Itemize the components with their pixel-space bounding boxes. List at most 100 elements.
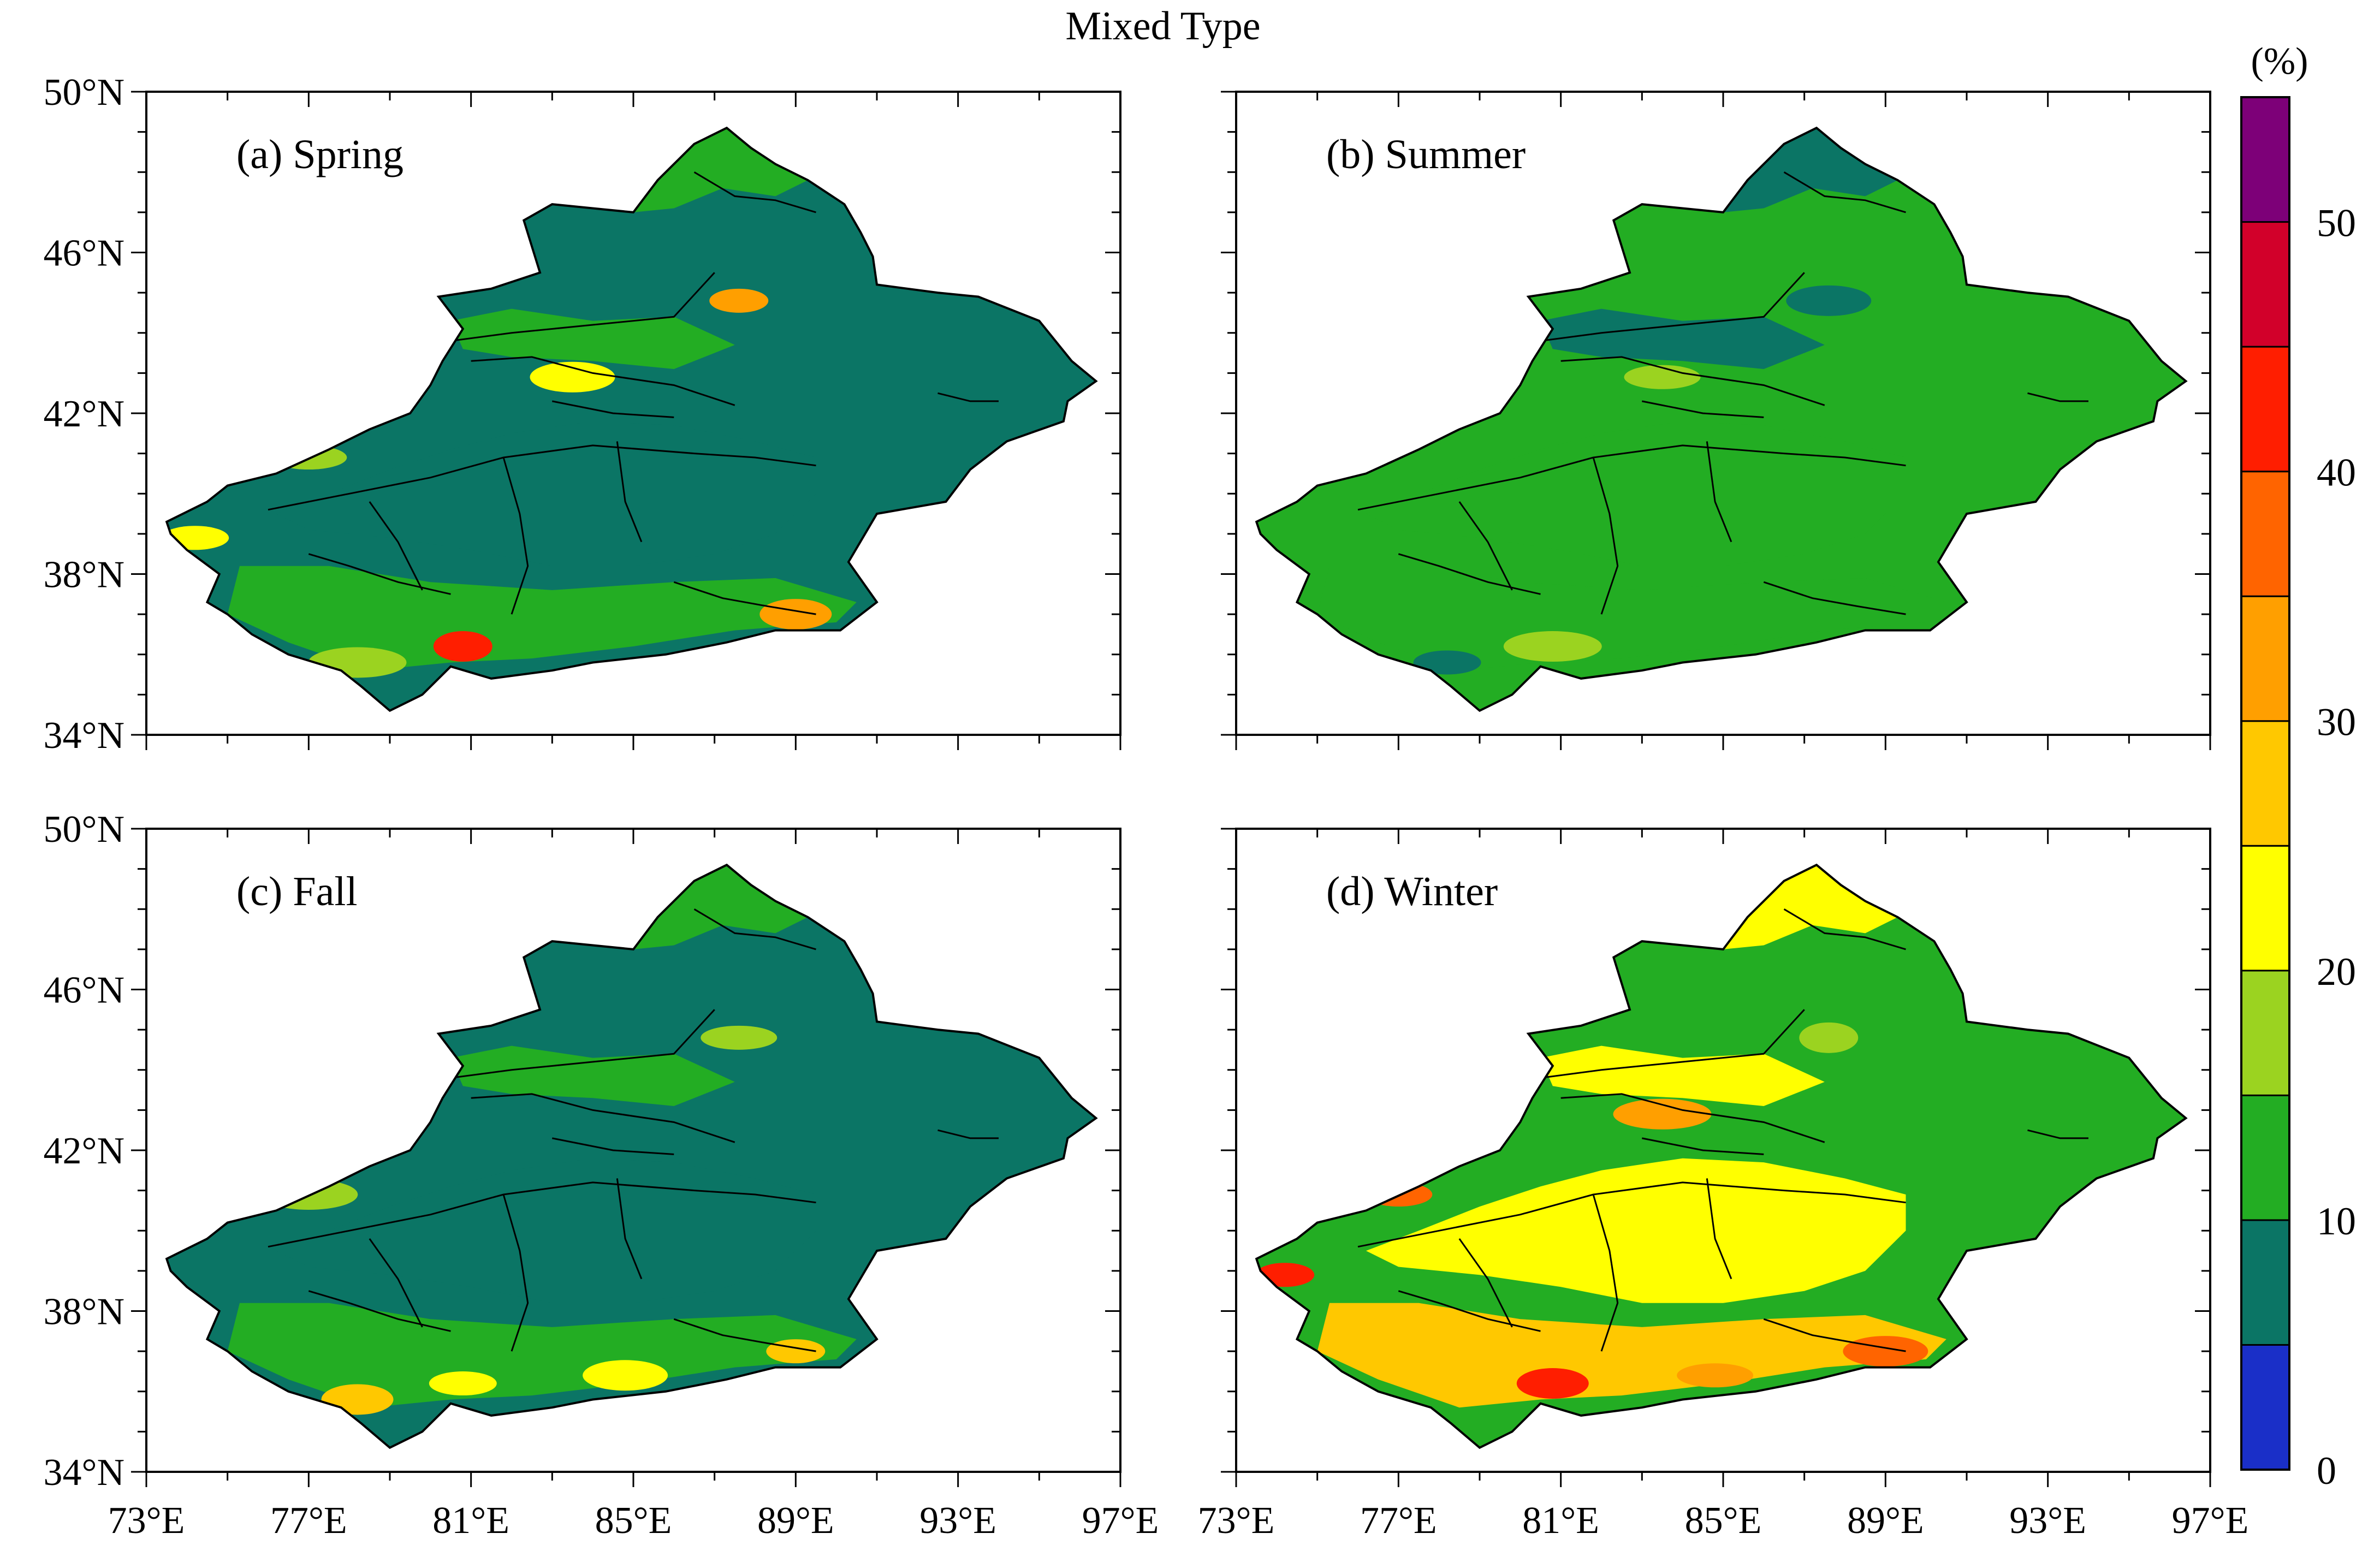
colorbar-tick-label: 10: [2317, 1199, 2356, 1243]
lon-tick-label: 81°E: [1522, 1500, 1599, 1542]
river-line: [1560, 1093, 1825, 1143]
colorbar-tick-label: 50: [2317, 201, 2356, 245]
region-xinjiang-fill: [167, 128, 1096, 711]
lon-tick-label: 77°E: [1360, 1500, 1437, 1542]
hotspot: [308, 647, 407, 678]
hotspot: [270, 445, 347, 470]
river-line: [1357, 444, 1906, 511]
region-border: [1255, 863, 2188, 1449]
river-line: [308, 553, 451, 595]
panel-d: (d) Winter 73°E 77°E 81°E 85°E 89°E 93°E 97°E: [1198, 828, 2249, 1542]
lon-tick-label: 93°E: [919, 1500, 996, 1542]
lon-tick-label: 93°E: [2009, 1500, 2086, 1542]
lat-tick-label: 46°N: [43, 970, 124, 1012]
tianshan-north-band: [1540, 308, 1825, 369]
lon-tick-label: 77°E: [270, 1500, 347, 1542]
tarim-basin-fill: [1366, 421, 1906, 566]
tarim-basin-fill: [276, 1158, 816, 1303]
colorbar-bin: [2240, 970, 2290, 1096]
river-line: [502, 457, 529, 615]
river-line: [1783, 908, 1906, 950]
river-line: [1540, 272, 1805, 342]
colorbar-tick-label: 30: [2317, 700, 2356, 744]
hotspot: [1786, 285, 1872, 316]
tarim-basin-fill: [1366, 1158, 1906, 1303]
river-line: [1592, 457, 1619, 615]
river-line: [268, 1181, 816, 1248]
lon-tick-label: 73°E: [1198, 1500, 1275, 1542]
figure-title: Mixed Type: [1065, 4, 1260, 49]
colorbar-bin: [2240, 1344, 2290, 1471]
river-line: [1783, 171, 1906, 213]
colorbar: (%) 0 10 20 30 40 50: [2240, 40, 2356, 1493]
colorbar-tick-label: 0: [2317, 1449, 2336, 1493]
colorbar-bin: [2240, 221, 2290, 348]
colorbar-bin: [2240, 471, 2290, 597]
river-line: [693, 171, 816, 213]
river-line: [1357, 1181, 1906, 1248]
tarim-basin-fill: [276, 421, 816, 566]
colorbar-bin: [2240, 96, 2290, 223]
river-line: [1540, 1009, 1805, 1079]
panel-label: (c) Fall: [236, 869, 358, 914]
river-line: [268, 444, 816, 511]
river-line: [673, 1318, 816, 1352]
river-line: [369, 501, 423, 591]
colorbar-unit-label: (%): [2251, 40, 2308, 82]
lat-tick-label: 42°N: [43, 1130, 124, 1172]
region-border: [165, 863, 1098, 1449]
river-line: [2027, 1129, 2088, 1139]
lat-tick-label: 46°N: [43, 233, 124, 275]
lat-tick-label: 34°N: [43, 715, 124, 757]
river-line: [693, 908, 816, 950]
panel-label: (d) Winter: [1326, 869, 1498, 914]
colorbar-bin: [2240, 1094, 2290, 1221]
river-line: [937, 1129, 999, 1139]
tianshan-north-band: [450, 308, 735, 369]
altay-band: [1723, 865, 1898, 949]
kunlun-south-band: [1317, 1303, 1946, 1408]
lon-tick-label: 89°E: [757, 1500, 834, 1542]
colorbar-bin: [2240, 346, 2290, 473]
river-line: [1763, 581, 1906, 615]
river-line: [1592, 1194, 1619, 1352]
tianshan-north-band: [450, 1045, 735, 1106]
lon-tick-label: 89°E: [1847, 1500, 1924, 1542]
hotspot: [1843, 1336, 1928, 1367]
hotspot: [1624, 365, 1701, 389]
river-line: [1398, 1290, 1541, 1332]
river-line: [616, 1178, 643, 1280]
altay-band: [633, 128, 808, 212]
river-line: [1763, 1318, 1906, 1352]
hotspot: [437, 634, 488, 659]
river-line: [1642, 400, 1764, 418]
field-shading: [227, 865, 999, 1415]
river-line: [471, 1093, 735, 1143]
river-line: [552, 400, 674, 418]
hotspot: [701, 1025, 777, 1050]
colorbar-tick-label: 20: [2317, 950, 2356, 994]
river-line: [673, 581, 816, 615]
hotspot: [583, 1360, 668, 1391]
region-border: [1255, 126, 2188, 712]
panel-label: (b) Summer: [1326, 132, 1526, 177]
hotspot: [530, 361, 615, 393]
river-line: [1458, 1238, 1513, 1328]
lat-tick-label: 38°N: [43, 1291, 124, 1333]
panel-c: (c) Fall 73°E 77°E 81°E 85°E 89°E 93°E 97°E 34°N…: [43, 809, 1159, 1542]
tianshan-north-band: [1540, 1045, 1825, 1106]
hotspot: [1364, 1182, 1433, 1207]
colorbar-bin: [2240, 595, 2290, 722]
lon-tick-label: 97°E: [2172, 1500, 2249, 1542]
kunlun-south-band: [227, 1303, 857, 1408]
panel-a: (a) Spring 34°N 38°N 42°N 46°N 50°N: [43, 72, 1121, 757]
hotspot: [1613, 1098, 1712, 1130]
hotspot: [429, 1371, 497, 1396]
lon-tick-label: 73°E: [108, 1500, 185, 1542]
colorbar-bin: [2240, 1219, 2290, 1346]
hotspot: [766, 1339, 826, 1364]
colorbar-tick-label: 40: [2317, 451, 2356, 495]
lat-tick-label: 50°N: [43, 809, 124, 851]
region-xinjiang-fill: [167, 865, 1096, 1448]
